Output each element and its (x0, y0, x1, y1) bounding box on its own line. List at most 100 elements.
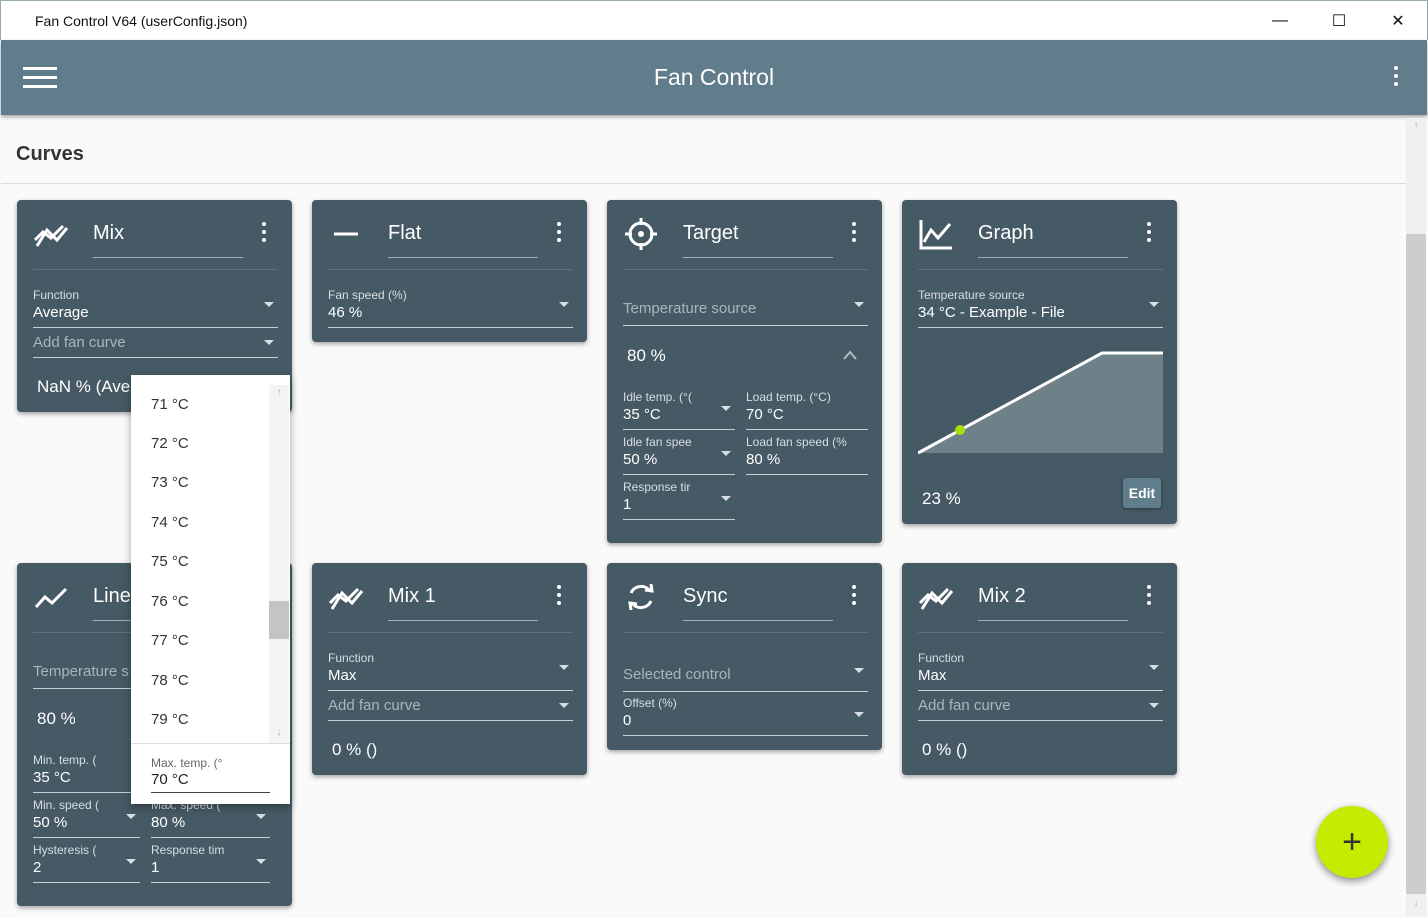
sync-card: Sync Selected control Offset (%) 0 (607, 563, 882, 750)
dropdown-option[interactable]: 77 °C (151, 632, 189, 649)
hamburger-menu-icon[interactable] (23, 67, 57, 89)
line-chart-icon (919, 220, 952, 250)
maximize-button[interactable]: ☐ (1331, 13, 1347, 30)
more-options-icon[interactable] (1393, 66, 1399, 90)
load-fan-speed-select[interactable]: Load fan speed (% 80 % (746, 435, 868, 475)
card-name[interactable]: Mix 2 (978, 585, 1026, 607)
scrollbar-thumb[interactable] (1406, 234, 1426, 894)
chevron-down-icon (1149, 302, 1159, 307)
max-temp-field[interactable]: Max. temp. (° 70 °C (131, 743, 290, 804)
graph-card: Graph Temperature source 34 °C - Example… (902, 200, 1177, 524)
dropdown-scrollbar[interactable]: ↑ ↓ (269, 385, 289, 743)
chevron-up-icon[interactable] (843, 350, 857, 360)
chevron-down-icon (256, 859, 266, 864)
dropdown-option[interactable]: 74 °C (151, 514, 189, 531)
close-button[interactable]: ✕ (1391, 13, 1405, 30)
card-menu-icon[interactable] (1146, 222, 1152, 246)
chevron-down-icon (854, 302, 864, 307)
chevron-down-icon (721, 406, 731, 411)
window-titlebar: Fan Control V64 (userConfig.json) — ☐ ✕ (0, 0, 1428, 40)
scroll-down-icon[interactable]: ↓ (276, 727, 282, 738)
dropdown-option[interactable]: 78 °C (151, 672, 189, 689)
idle-fan-speed-select[interactable]: Idle fan spee 50 % (623, 435, 735, 475)
sync-icon (628, 583, 654, 611)
add-fan-curve-select[interactable]: Add fan curve (918, 697, 1163, 721)
load-temp-select[interactable]: Load temp. (°C) 70 °C (746, 390, 868, 430)
card-menu-icon[interactable] (261, 222, 267, 246)
chevron-down-icon (256, 814, 266, 819)
add-curve-button[interactable]: + (1316, 806, 1388, 878)
chevron-down-icon (1149, 665, 1159, 670)
card-menu-icon[interactable] (851, 585, 857, 609)
temperature-source-select[interactable]: Temperature source 34 °C - Example - Fil… (918, 288, 1163, 328)
dropdown-option[interactable]: 72 °C (151, 435, 189, 452)
fan-speed-select[interactable]: Fan speed (%) 46 % (328, 288, 573, 328)
flat-card: Flat Fan speed (%) 46 % (312, 200, 587, 342)
scroll-up-icon[interactable]: ↑ (1413, 120, 1419, 131)
response-time-select[interactable]: Response tir 1 (623, 480, 735, 520)
hysteresis-select[interactable]: Hysteresis ( 2 (33, 843, 140, 883)
curve-output: 80 % (37, 709, 76, 728)
dropdown-option[interactable]: 79 °C (151, 711, 189, 728)
chevron-down-icon (854, 668, 864, 673)
mix-curve-icon (328, 587, 364, 610)
card-menu-icon[interactable] (1146, 585, 1152, 609)
chevron-down-icon (126, 859, 136, 864)
function-select[interactable]: Function Max (328, 651, 573, 691)
offset-select[interactable]: Offset (%) 0 (623, 696, 868, 736)
chevron-down-icon (721, 451, 731, 456)
chevron-down-icon (126, 814, 136, 819)
curve-output: 23 % (922, 489, 961, 508)
min-temp-select[interactable]: Min. temp. ( 35 °C (33, 753, 140, 793)
function-select[interactable]: Function Max (918, 651, 1163, 691)
section-title: Curves (16, 143, 84, 165)
edit-button[interactable]: Edit (1123, 478, 1161, 508)
mix2-card: Mix 2 Function Max Add fan curve 0 % () (902, 563, 1177, 775)
card-name[interactable]: Line (93, 585, 131, 607)
chevron-down-icon (559, 302, 569, 307)
card-name[interactable]: Target (683, 222, 739, 244)
card-name[interactable]: Mix (93, 222, 125, 244)
flat-line-icon (334, 232, 358, 236)
curve-output: 0 % () (922, 740, 968, 759)
min-speed-select[interactable]: Min. speed ( 50 % (33, 798, 140, 838)
card-menu-icon[interactable] (556, 585, 562, 609)
card-menu-icon[interactable] (556, 222, 562, 246)
curve-output: 80 % (627, 346, 666, 365)
crosshair-icon (625, 218, 657, 250)
scroll-up-icon[interactable]: ↑ (276, 387, 282, 398)
card-name[interactable]: Sync (683, 585, 728, 607)
fan-curve-graph[interactable] (918, 350, 1163, 456)
main-scrollbar[interactable]: ↑ ↓ (1406, 118, 1426, 916)
chevron-down-icon (1149, 703, 1159, 708)
minimize-button[interactable]: — (1272, 12, 1288, 29)
dropdown-option[interactable]: 73 °C (151, 474, 189, 491)
card-menu-icon[interactable] (851, 222, 857, 246)
card-name[interactable]: Mix 1 (388, 585, 436, 607)
add-fan-curve-select[interactable]: Add fan curve (328, 697, 573, 721)
current-point-marker (955, 425, 965, 435)
curve-output: NaN % (Aver (37, 377, 136, 396)
dropdown-option[interactable]: 75 °C (151, 553, 189, 570)
scroll-down-icon[interactable]: ↓ (1413, 898, 1419, 909)
card-name[interactable]: Flat (388, 222, 422, 244)
card-name[interactable]: Graph (978, 222, 1034, 244)
max-speed-select[interactable]: Max. speed ( 80 % (151, 798, 270, 838)
temperature-source-select[interactable]: Temperature source (623, 300, 868, 326)
app-bar: Fan Control (1, 40, 1427, 115)
dropdown-option[interactable]: 71 °C (151, 396, 189, 413)
target-card: Target Temperature source 80 % Idle temp… (607, 200, 882, 543)
response-time-select[interactable]: Response tim 1 (151, 843, 270, 883)
add-fan-curve-select[interactable]: Add fan curve (33, 334, 278, 358)
app-title: Fan Control (653, 64, 775, 90)
function-select[interactable]: Function Average (33, 288, 278, 328)
section-divider (1, 183, 1406, 184)
chevron-down-icon (264, 340, 274, 345)
selected-control-select[interactable]: Selected control (623, 666, 868, 692)
window-title: Fan Control V64 (userConfig.json) (35, 13, 248, 29)
dropdown-option[interactable]: 76 °C (151, 593, 189, 610)
chevron-down-icon (854, 712, 864, 717)
dropdown-scrollbar-thumb[interactable] (269, 601, 289, 639)
linear-trend-icon (34, 587, 68, 609)
idle-temp-select[interactable]: Idle temp. (°( 35 °C (623, 390, 735, 430)
